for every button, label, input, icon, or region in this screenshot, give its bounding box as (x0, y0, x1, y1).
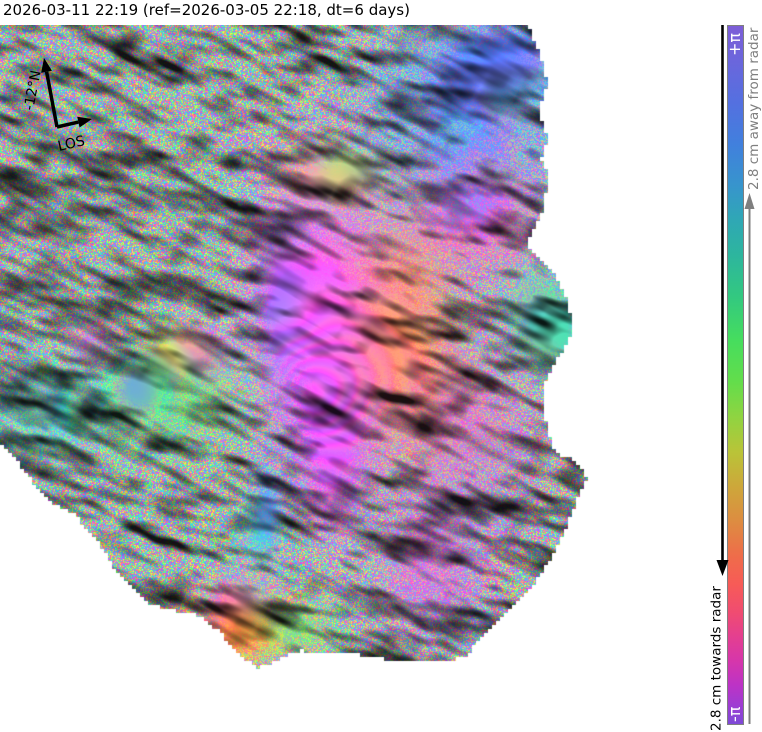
away-from-radar-arrowhead-icon (744, 193, 755, 209)
interferogram-image (0, 25, 600, 675)
colorbar-away-label: 2.8 cm away from radar (746, 27, 762, 190)
colorbar-towards-label: 2.8 cm towards radar (709, 586, 725, 731)
page-title: 2026-03-11 22:19 (ref=2026-03-05 22:18, … (3, 1, 410, 19)
colorbar-gradient (727, 25, 744, 725)
